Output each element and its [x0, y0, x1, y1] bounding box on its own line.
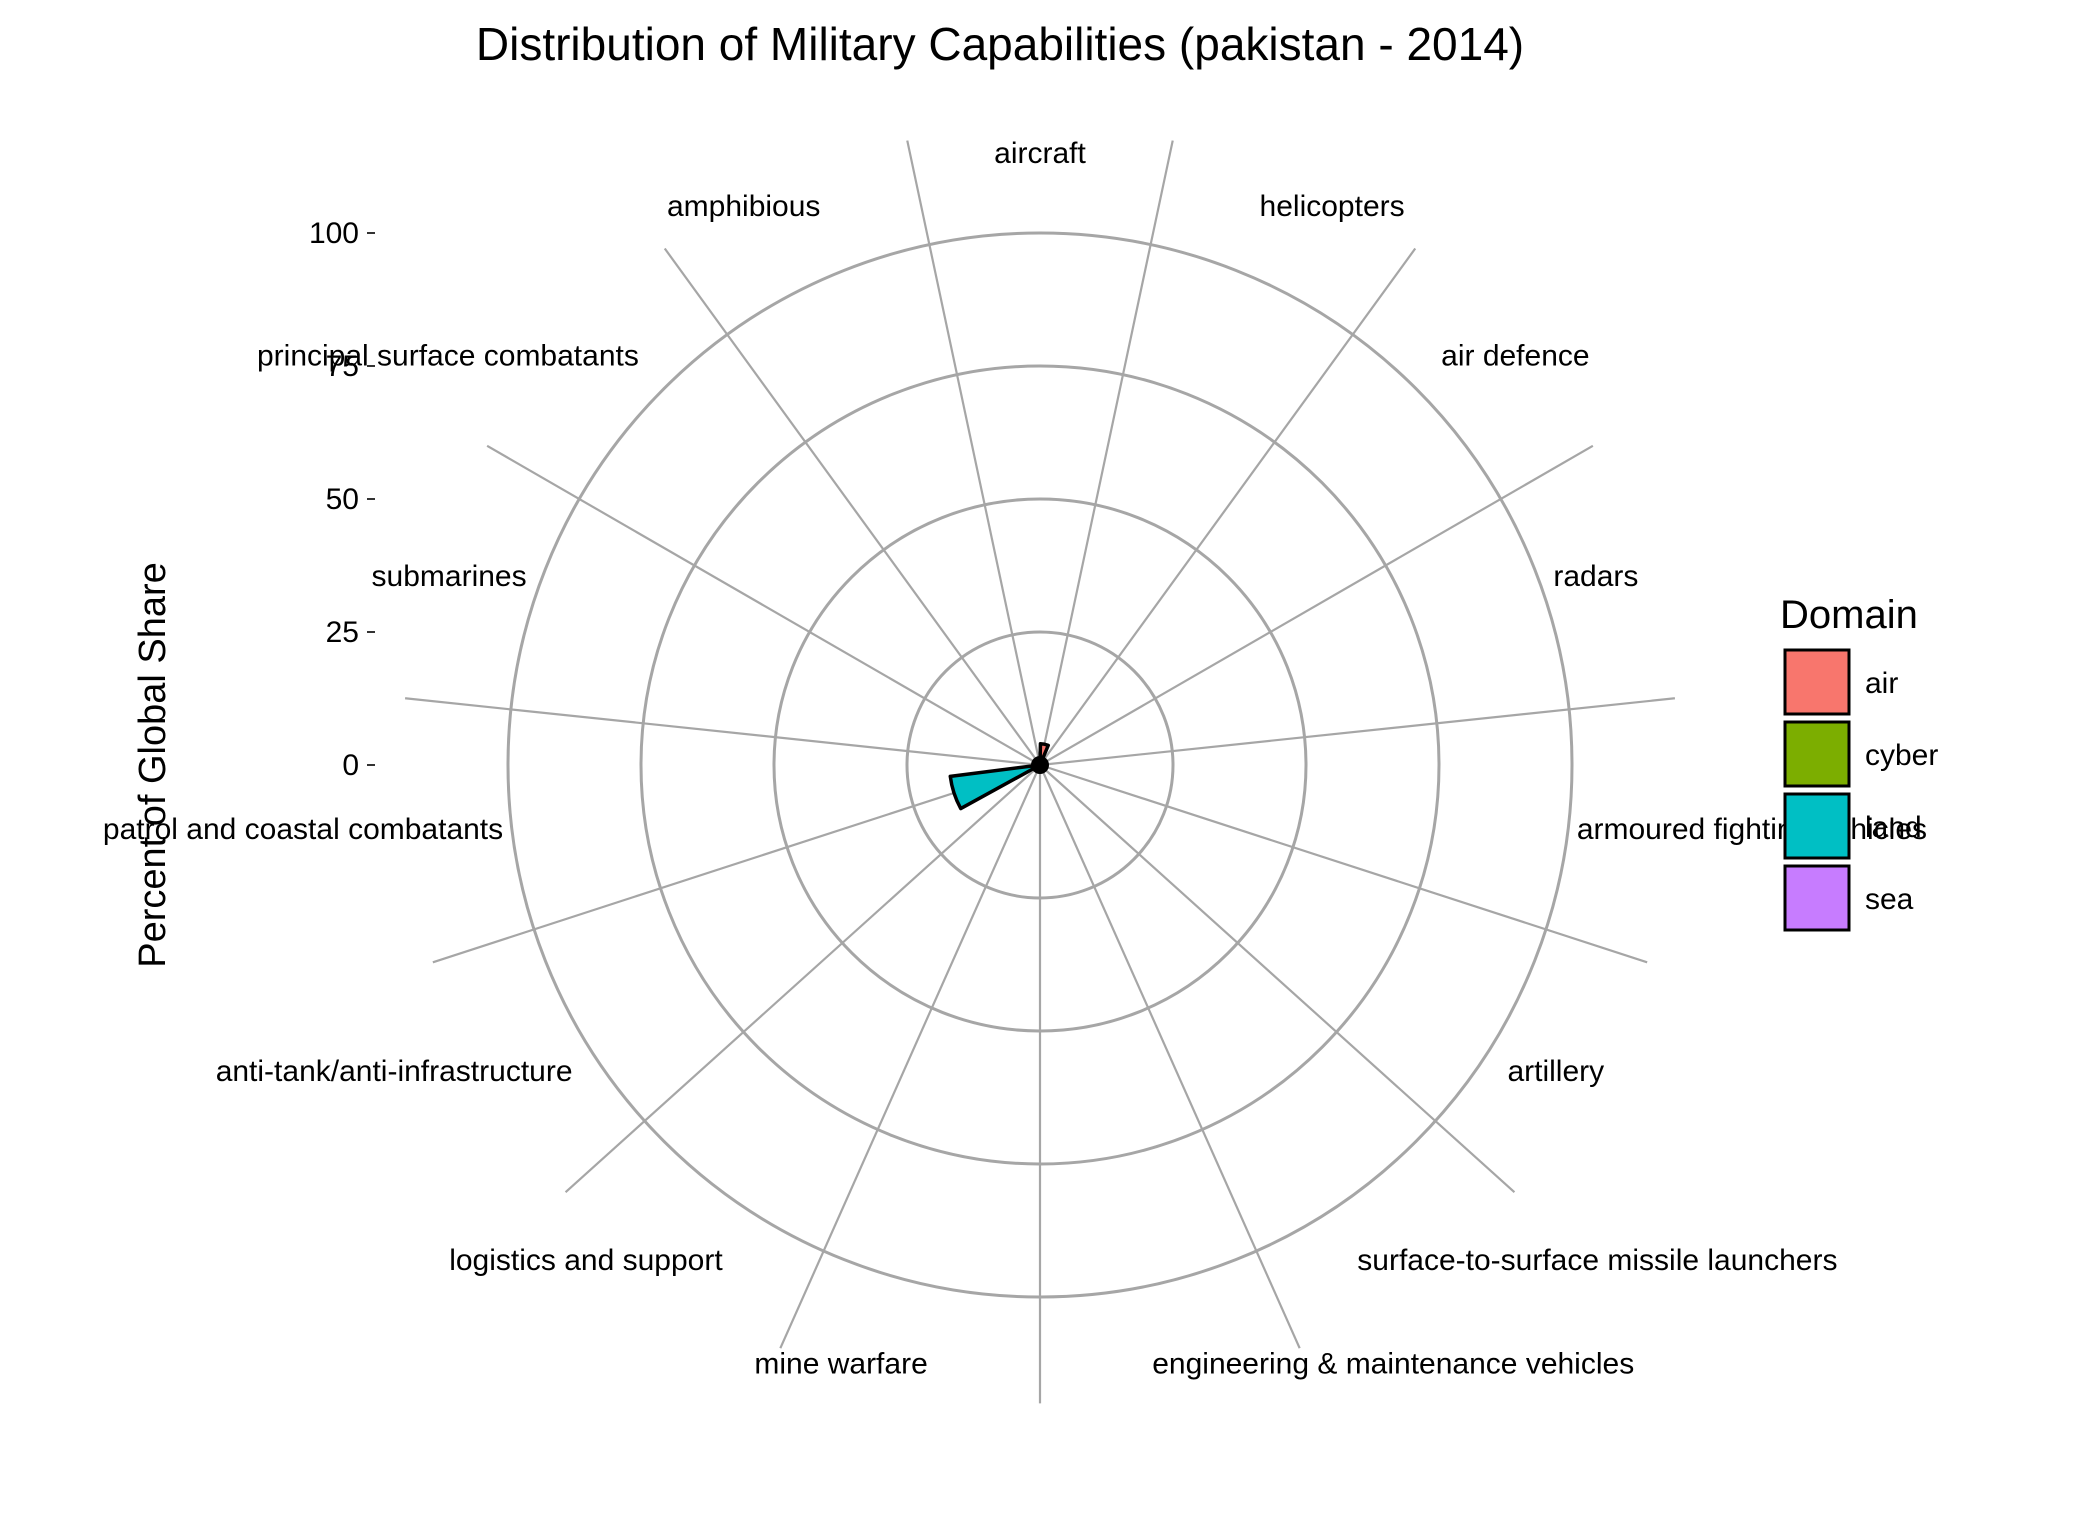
category-label: helicopters	[1260, 190, 1405, 223]
category-label: mine warfare	[754, 1347, 927, 1380]
y-tick-label: 100	[309, 217, 359, 250]
legend: Domain air cyber land sea	[1780, 593, 1938, 932]
category-label: anti-tank/anti-infrastructure	[216, 1055, 573, 1088]
center-point	[1031, 756, 1049, 774]
category-labels: aircraft helicopters air defence radars armo…	[103, 137, 1927, 1380]
legend-label-sea: sea	[1865, 883, 1914, 916]
category-label: principal surface combatants	[257, 340, 639, 373]
legend-swatch-land	[1783, 792, 1851, 860]
category-label: aircraft	[994, 137, 1086, 170]
spoke-line	[1039, 247, 1417, 766]
legend-swatch-sea	[1783, 864, 1851, 932]
legend-swatch-air	[1783, 648, 1851, 716]
spoke-line	[564, 764, 1041, 1193]
legend-title: Domain	[1780, 593, 1918, 637]
category-label: armoured fighting vehicles	[1577, 813, 1927, 846]
spoke-line	[906, 140, 1042, 766]
bar-anti-tank-anti-infrastructure	[948, 763, 1042, 811]
legend-label-air: air	[1865, 667, 1898, 700]
spoke-line	[663, 247, 1041, 766]
spoke-line	[432, 763, 1041, 964]
spoke-line	[1039, 764, 1516, 1193]
legend-swatch-cyber	[1783, 720, 1851, 788]
polar-spokes	[404, 140, 1676, 1404]
category-label: patrol and coastal combatants	[103, 813, 503, 846]
spoke-line	[1038, 140, 1174, 766]
y-tick-label: 75	[326, 350, 359, 383]
spoke-line	[779, 764, 1042, 1349]
spoke-line	[1039, 444, 1594, 766]
y-axis-ticks: 0 25 50 75 100	[309, 217, 375, 782]
legend-label-cyber: cyber	[1865, 739, 1938, 772]
category-label: logistics and support	[449, 1244, 723, 1277]
y-axis-label: Percent of Global Share	[132, 562, 174, 968]
y-tick-label: 0	[342, 749, 359, 782]
spoke-line	[404, 697, 1041, 767]
spoke-line	[1039, 763, 1648, 964]
spoke-line	[1038, 764, 1301, 1349]
y-tick-label: 25	[326, 616, 359, 649]
category-label: artillery	[1507, 1055, 1604, 1088]
chart-title: Distribution of Military Capabilities (p…	[476, 18, 1524, 70]
category-label: submarines	[372, 560, 527, 593]
category-label: amphibious	[667, 190, 820, 223]
category-label: engineering & maintenance vehicles	[1152, 1347, 1634, 1380]
legend-label-land: land	[1865, 811, 1922, 844]
category-label: air defence	[1441, 340, 1589, 373]
category-label: radars	[1553, 560, 1638, 593]
spoke-line	[1039, 697, 1676, 767]
spoke-line	[486, 444, 1041, 766]
category-label: surface-to-surface missile launchers	[1357, 1244, 1837, 1277]
bars	[948, 741, 1050, 811]
y-tick-label: 50	[326, 483, 359, 516]
